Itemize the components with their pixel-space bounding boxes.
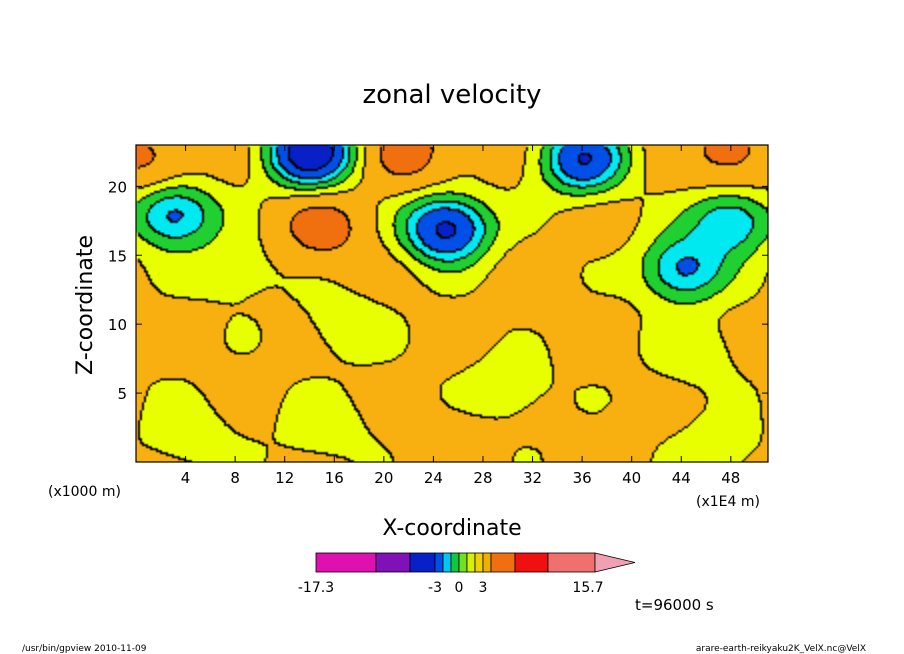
- colorbar-mid-labels: -3 0 3: [428, 580, 487, 596]
- footer-right: arare-earth-reikyaku2K_VelX.nc@VelX: [696, 644, 866, 654]
- x-tick-label: 36: [573, 469, 592, 487]
- colorbar-swatch: [375, 552, 411, 573]
- x-tick-label: 12: [275, 469, 294, 487]
- x-tick-label: 28: [473, 469, 492, 487]
- colorbar-min-label: -17.3: [298, 580, 334, 596]
- x-tick-label: 40: [622, 469, 641, 487]
- colorbar-max-label: 15.7: [572, 580, 603, 596]
- colorbar-tick-label: 0: [455, 580, 464, 596]
- colorbar-swatch: [466, 552, 476, 573]
- time-label: t=96000 s: [635, 596, 714, 614]
- y-tick-label: 10: [108, 316, 127, 334]
- colorbar-swatch: [315, 552, 377, 573]
- y-tick-label: 15: [108, 247, 127, 265]
- footer-left: /usr/bin/gpview 2010-11-09: [22, 644, 147, 654]
- colorbar-swatch: [514, 552, 549, 573]
- x-tick-label: 48: [721, 469, 740, 487]
- x-tick-label: 4: [181, 469, 191, 487]
- plot-frame: [135, 144, 769, 463]
- colorbar-tick-label: 3: [479, 580, 488, 596]
- colorbar-swatch: [434, 552, 444, 573]
- colorbar-tick-label: -3: [428, 580, 442, 596]
- y-ticks: 5 10 15 20: [108, 178, 768, 403]
- colorbar-arrow: [594, 552, 636, 573]
- x-axis-label: X-coordinate: [382, 516, 521, 541]
- y-axis-label: Z-coordinate: [73, 235, 98, 375]
- colorbar: [315, 552, 636, 573]
- colorbar-swatch: [474, 552, 484, 573]
- contour-field: [136, 145, 768, 462]
- colorbar-swatch: [409, 552, 436, 573]
- x-tick-label: 8: [230, 469, 240, 487]
- colorbar-swatch: [482, 552, 492, 573]
- chart-title: zonal velocity: [362, 80, 541, 110]
- colorbar-swatch: [442, 552, 452, 573]
- x-tick-label: 20: [374, 469, 393, 487]
- x-tick-label: 24: [424, 469, 443, 487]
- x-unit-label: (x1E4 m): [696, 494, 760, 510]
- colorbar-swatch: [458, 552, 468, 573]
- y-unit-label: (x1000 m): [48, 484, 121, 500]
- x-tick-label: 44: [672, 469, 691, 487]
- colorbar-swatch: [490, 552, 516, 573]
- x-tick-label: 32: [523, 469, 542, 487]
- colorbar-swatch: [547, 552, 596, 573]
- y-tick-label: 20: [108, 178, 127, 196]
- colorbar-swatch: [450, 552, 460, 573]
- y-tick-label: 5: [117, 385, 127, 403]
- x-ticks: 4 8 12 16 20 24 28 32 36 40 44 48: [181, 145, 740, 487]
- x-tick-label: 16: [325, 469, 344, 487]
